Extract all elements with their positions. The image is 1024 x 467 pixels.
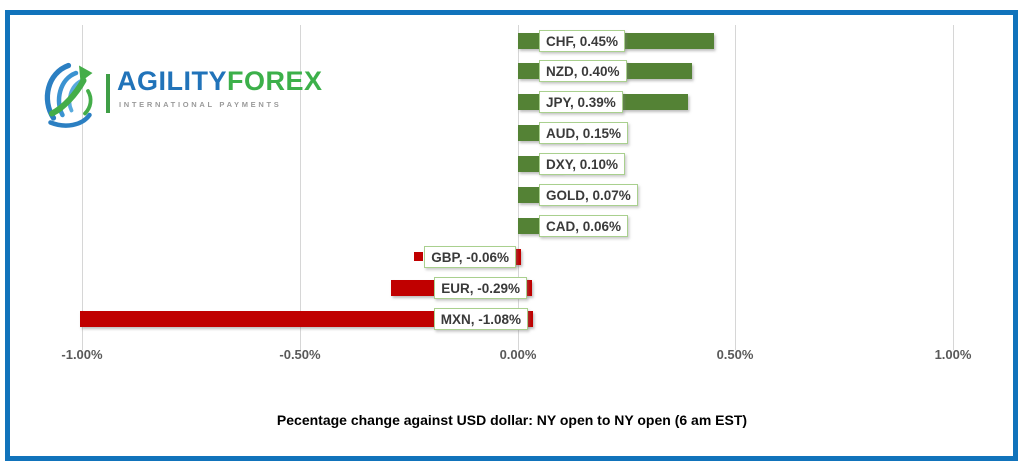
- logo-divider: [106, 74, 110, 113]
- bar-label-nzd: NZD, 0.40%: [539, 60, 627, 82]
- x-axis-tick-label: -0.50%: [279, 347, 321, 362]
- bar-label-chf: CHF, 0.45%: [539, 30, 626, 52]
- brand-text: AGILITYFOREX: [117, 66, 323, 97]
- gridline: [953, 25, 954, 350]
- bar-label-gold: GOLD, 0.07%: [539, 184, 638, 206]
- bar-label-dxy: DXY, 0.10%: [539, 153, 626, 175]
- bar-label-gbp: GBP, -0.06%: [424, 246, 516, 268]
- bar-label-aud: AUD, 0.15%: [539, 122, 629, 144]
- brand-primary: AGILITY: [117, 66, 227, 96]
- bar-label-mxn: MXN, -1.08%: [433, 308, 528, 330]
- globe-icon: [44, 62, 93, 128]
- bar-cad: [518, 218, 544, 234]
- x-axis-tick-label: 0.50%: [716, 347, 754, 362]
- x-axis-tick-label: 0.00%: [499, 347, 537, 362]
- logo: AGILITYFOREX INTERNATIONAL PAYMENTS: [40, 56, 322, 131]
- x-axis-tick-label: 1.00%: [934, 347, 972, 362]
- bar-label-jpy: JPY, 0.39%: [539, 91, 623, 113]
- bar-label-eur: EUR, -0.29%: [434, 277, 527, 299]
- brand-secondary: FOREX: [227, 66, 323, 96]
- bar-mxn: [80, 311, 533, 327]
- gridline: [300, 25, 301, 350]
- brand-tagline: INTERNATIONAL PAYMENTS: [119, 100, 282, 109]
- x-axis-tick-label: -1.00%: [61, 347, 103, 362]
- bar-label-cad: CAD, 0.06%: [539, 215, 629, 237]
- gridline: [82, 25, 83, 350]
- chart-title: Pecentage change against USD dollar: NY …: [276, 412, 748, 428]
- gridline: [735, 25, 736, 350]
- gbp-bar-tip: [414, 252, 423, 261]
